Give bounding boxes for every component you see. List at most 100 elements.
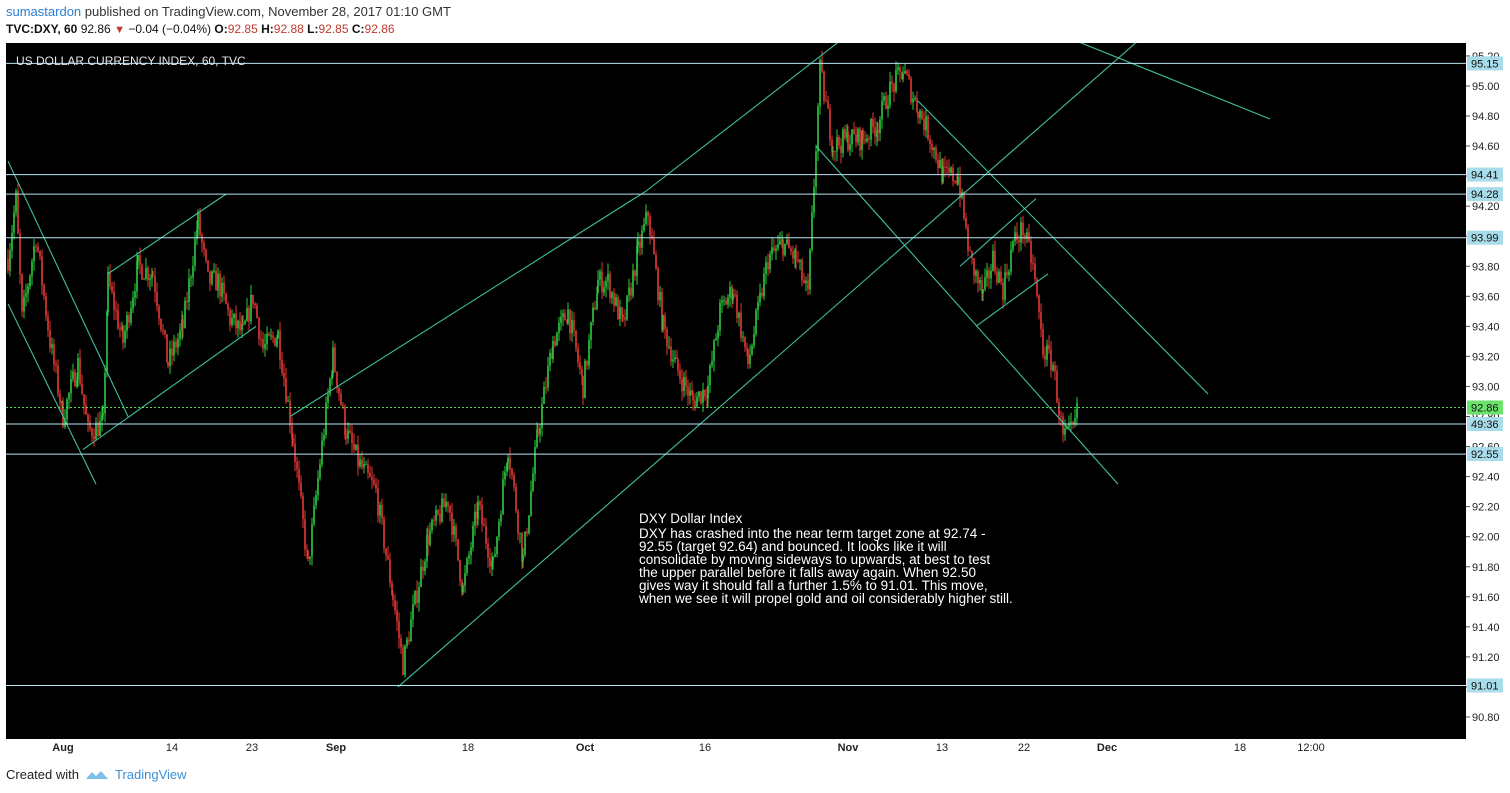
candle-body (876, 129, 878, 137)
candle-body (76, 379, 78, 387)
candle-body (192, 265, 194, 278)
candle-body (579, 362, 581, 370)
candle-body (755, 310, 757, 334)
candle-body (851, 129, 853, 145)
candle-body (29, 275, 31, 287)
candle-body (274, 337, 276, 346)
candle-body (611, 292, 613, 299)
candle-body (619, 307, 621, 320)
candle-body (849, 144, 851, 150)
candle-body (698, 391, 700, 397)
annotation-line: gives way it should fall a further 1.5% … (639, 578, 988, 593)
candle-body (141, 264, 143, 280)
y-tick-label: 92.00 (1472, 532, 1500, 544)
candle-body (603, 287, 605, 293)
plot-background (6, 43, 1466, 739)
candle-body (996, 271, 998, 283)
candle-body (901, 71, 903, 80)
candle-body (573, 320, 575, 331)
candle-body (158, 306, 160, 319)
candle-body (666, 328, 668, 347)
candle-body (474, 511, 476, 526)
candle-body (77, 358, 79, 380)
candle-body (1060, 415, 1062, 417)
candle-body (1014, 232, 1016, 242)
candle-body (881, 100, 883, 120)
candle-body (266, 333, 268, 345)
candle-body (581, 369, 583, 376)
candle-body (492, 556, 494, 562)
candle-body (325, 402, 327, 436)
x-tick-label: Sep (326, 742, 346, 754)
level-label: 93.99 (1471, 233, 1499, 245)
candle-body (813, 187, 815, 213)
candle-body (773, 247, 775, 251)
candle-body (747, 349, 749, 364)
candle-body (184, 300, 186, 328)
candle-body (205, 249, 207, 261)
candle-body (827, 100, 829, 109)
candle-body (79, 358, 81, 384)
candle-body (332, 347, 334, 374)
candle-body (562, 313, 564, 317)
author-link[interactable]: sumastardon (6, 4, 82, 19)
candle-body (398, 620, 400, 639)
candle-body (166, 334, 168, 363)
candle-body (694, 400, 696, 408)
candle-body (351, 432, 353, 444)
close-label: C: (351, 22, 365, 36)
candle-body (1046, 344, 1048, 360)
candle-body (311, 524, 313, 557)
candle-body (260, 338, 262, 340)
candle-body (72, 371, 74, 380)
candle-body (567, 309, 569, 324)
candle-body (868, 138, 870, 140)
candle-body (782, 239, 784, 256)
candle-body (331, 373, 333, 379)
price-chart[interactable]: 95.2095.0094.8094.6094.4094.2094.0093.80… (6, 43, 1504, 757)
candle-body (281, 359, 283, 373)
candle-body (641, 230, 643, 248)
candle-body (517, 511, 519, 534)
level-label: 92.55 (1471, 449, 1499, 461)
candle-body (31, 261, 33, 276)
candle-body (742, 336, 744, 338)
candle-body (692, 394, 694, 401)
candle-body (47, 316, 49, 331)
candle-body (788, 239, 790, 249)
candle-body (950, 167, 952, 173)
tradingview-link[interactable]: TradingView (85, 767, 187, 782)
candle-body (126, 315, 128, 331)
trendline (975, 273, 1049, 327)
candle-body (659, 292, 661, 301)
level-label-bg (1467, 167, 1503, 182)
candle-body (870, 119, 872, 140)
candle-body (66, 399, 68, 420)
candle-body (736, 294, 738, 318)
candle-body (441, 498, 443, 522)
candle-body (317, 478, 319, 496)
candle-body (933, 147, 935, 151)
close-value: 92.86 (364, 22, 395, 36)
candle-body (9, 250, 11, 271)
candle-body (537, 429, 539, 435)
candle-body (233, 313, 235, 319)
candle-body (560, 316, 562, 323)
candle-body (931, 144, 933, 151)
candle-body (941, 159, 943, 183)
candle-body (83, 393, 85, 405)
candle-body (1000, 271, 1002, 283)
candle-body (897, 67, 899, 70)
candle-body (203, 243, 205, 250)
candle-body (294, 443, 296, 462)
candle-body (87, 414, 89, 422)
candle-body (342, 404, 344, 407)
candle-body (637, 241, 639, 246)
candle-body (904, 71, 906, 74)
candle-body (291, 425, 293, 439)
candle-body (862, 130, 864, 140)
candle-body (908, 74, 910, 79)
x-axis-ticks: Aug 14 23 Sep 18 Oct 16 Nov 13 22 Dec 18 12:00 (52, 742, 1324, 754)
candle-body (998, 271, 1000, 283)
candle-body (777, 244, 779, 249)
